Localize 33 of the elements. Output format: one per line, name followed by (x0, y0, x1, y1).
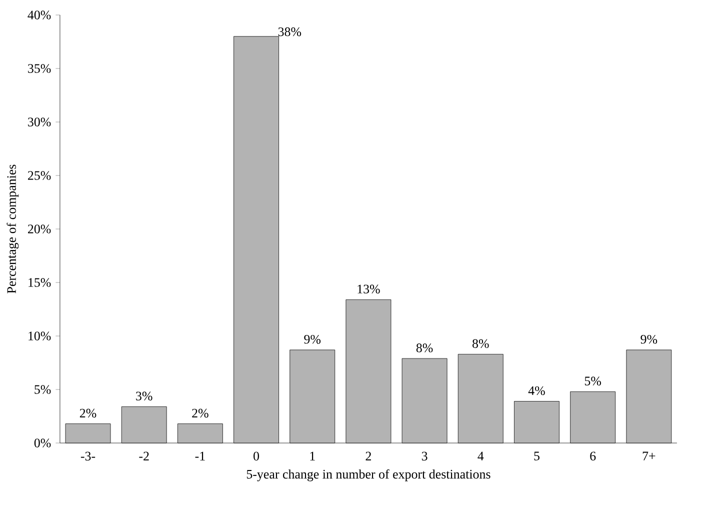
y-tick-label: 20% (28, 224, 51, 234)
data-label: 4% (528, 386, 545, 396)
x-tick-label: 7+ (642, 452, 656, 460)
x-tick-label: 2 (366, 452, 371, 460)
y-tick-label: 25% (28, 171, 51, 180)
y-tick-label: 35% (28, 64, 51, 73)
data-label: 2% (192, 408, 208, 418)
y-tick-label: 5% (34, 385, 51, 394)
data-label: 3% (136, 392, 152, 400)
y-tick-label: 0% (34, 438, 51, 448)
x-axis-title: 5-year change in number of export destinations (246, 469, 490, 482)
y-tick-label: 30% (28, 118, 51, 126)
y-axis-title: Percentage of companies (6, 164, 19, 294)
data-label: 8% (472, 339, 489, 348)
data-label: 13% (358, 284, 380, 294)
y-tick-label: 40% (28, 10, 51, 20)
x-tick-label: 4 (478, 452, 484, 460)
data-label: 8% (416, 344, 433, 352)
data-label: 2% (80, 408, 96, 418)
x-tick-label: 3 (422, 452, 428, 460)
x-tick-label: 6 (590, 452, 596, 460)
y-tick-label: 15% (28, 278, 51, 287)
x-tick-label: -3- (80, 452, 96, 460)
x-tick-label: 1 (310, 452, 315, 460)
data-label: 38% (278, 27, 302, 36)
x-tick-label: -1 (195, 452, 205, 460)
x-tick-label: 0 (254, 452, 260, 461)
x-tick-label: 5 (534, 452, 540, 460)
data-label: 5% (584, 376, 602, 386)
y-tick-label: 10% (28, 332, 51, 340)
data-label: 9% (304, 334, 321, 344)
x-tick-label: -2 (139, 452, 149, 460)
data-label: 9% (640, 334, 658, 344)
